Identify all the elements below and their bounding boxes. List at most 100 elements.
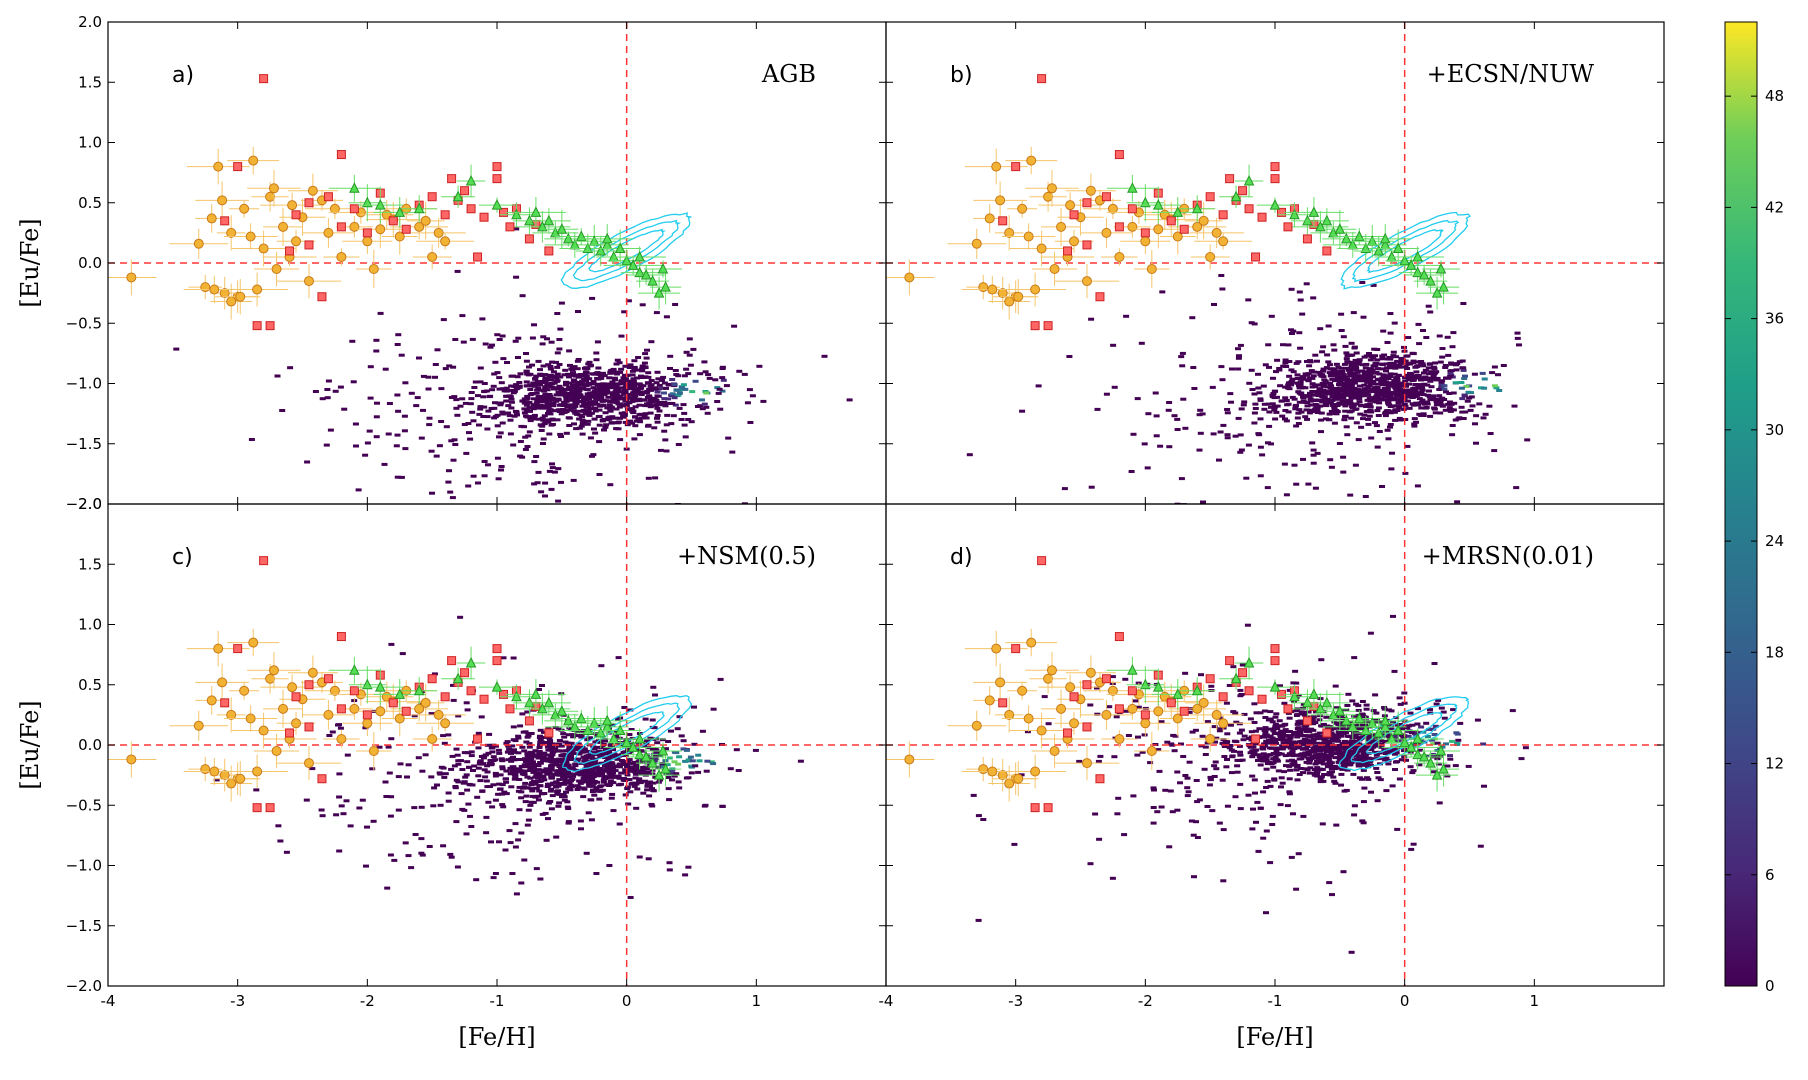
hist-bin <box>570 393 577 396</box>
hist-bin <box>587 403 594 407</box>
hist-bin <box>441 741 448 745</box>
data-point <box>349 703 360 714</box>
hist-bin <box>1353 407 1360 411</box>
hist-bin <box>1216 458 1222 462</box>
hist-bin <box>1405 336 1412 339</box>
hist-bin <box>327 428 334 432</box>
hist-bin <box>678 418 685 421</box>
data-point <box>362 196 373 208</box>
series-0 <box>886 146 1253 320</box>
data-point <box>452 672 464 684</box>
contours <box>561 695 693 773</box>
hist-bin <box>666 861 673 865</box>
data-point <box>349 664 360 675</box>
data-point <box>307 667 318 678</box>
hist-bin <box>565 387 572 391</box>
hist-bin <box>613 384 620 388</box>
data-point <box>329 685 340 696</box>
hist-bin <box>537 404 544 407</box>
ytick-label: −0.5 <box>66 314 102 332</box>
hist-bin <box>1348 396 1355 400</box>
hist-bin <box>1252 407 1259 410</box>
hist-bin <box>1283 365 1290 368</box>
hist-bin <box>554 351 561 355</box>
data-point <box>556 705 568 716</box>
hist-bin <box>668 769 675 773</box>
data-point <box>271 746 282 757</box>
hist-bin <box>650 685 657 689</box>
hist-bin <box>542 481 549 485</box>
hist-bin <box>1347 402 1354 406</box>
data-point <box>466 204 476 214</box>
hist-bin <box>561 393 568 397</box>
hist-bin <box>1309 376 1316 380</box>
hist-bin <box>1418 360 1425 363</box>
hist-bin <box>1436 388 1443 391</box>
hist-bin <box>601 428 607 432</box>
hist-bin <box>1360 394 1367 398</box>
hist-bin <box>1454 732 1461 736</box>
hist-bin <box>579 415 585 419</box>
hist-bin <box>736 369 743 373</box>
hist-bin <box>1331 405 1338 409</box>
hist-bin <box>519 294 526 298</box>
hist-bin <box>624 773 631 777</box>
hist-bin <box>1273 370 1279 374</box>
hist-bin <box>600 778 607 782</box>
hist-bin <box>1320 762 1327 766</box>
hist-bin <box>515 736 522 740</box>
hist-bin <box>332 389 339 393</box>
hist-bin <box>607 782 614 786</box>
hist-bin <box>422 753 429 757</box>
hist-bin <box>277 839 284 843</box>
hist-bin <box>549 466 556 470</box>
hist-bin <box>1316 383 1323 387</box>
hist-bin <box>486 762 493 765</box>
data-point <box>323 192 333 202</box>
hist-bin <box>445 791 452 795</box>
hist-bin <box>1260 384 1267 388</box>
hist-bin <box>518 796 525 800</box>
hist-bin <box>448 855 455 859</box>
hist-bin <box>641 398 648 402</box>
hist-bin <box>533 401 540 405</box>
hist-bin <box>1413 365 1420 369</box>
hist-bin <box>470 769 476 772</box>
hist-bin <box>1359 369 1366 373</box>
hist-bin <box>602 411 609 415</box>
hist-bin <box>1372 421 1378 425</box>
hist-bin <box>1318 430 1324 434</box>
hist-bin <box>594 780 601 784</box>
contours <box>560 212 693 289</box>
hist-bin <box>586 360 593 364</box>
hist-bin <box>528 732 535 735</box>
hist-bin <box>624 407 631 411</box>
data-point <box>336 632 346 642</box>
hist-bin <box>1402 383 1409 386</box>
hist-bin <box>1426 389 1432 393</box>
panel-b: b) +ECSN/NUW <box>885 21 1665 505</box>
hist-bin <box>466 765 472 769</box>
hist-bin <box>1356 384 1363 388</box>
data-point <box>1101 227 1112 238</box>
hist-bin <box>1211 303 1217 306</box>
hist-bin <box>731 324 738 328</box>
hist-bin <box>1447 372 1454 375</box>
hist-bin <box>576 752 583 756</box>
data-point <box>447 174 457 184</box>
hist-bin <box>1442 366 1449 369</box>
hist-bin <box>1414 393 1420 397</box>
hist-bin <box>647 398 654 402</box>
hist-bin <box>586 377 593 381</box>
hist-bin <box>411 806 418 810</box>
hist-bin <box>480 415 487 418</box>
hist-bin <box>712 378 719 382</box>
hist-bin <box>1333 388 1340 392</box>
hist-bin <box>552 726 559 729</box>
hist-bin <box>1454 362 1461 366</box>
hist-bin <box>525 818 532 822</box>
hist-bin <box>449 754 456 758</box>
hist-bin <box>499 767 506 771</box>
hist-bin <box>1209 385 1216 389</box>
hist-bin <box>537 761 544 765</box>
